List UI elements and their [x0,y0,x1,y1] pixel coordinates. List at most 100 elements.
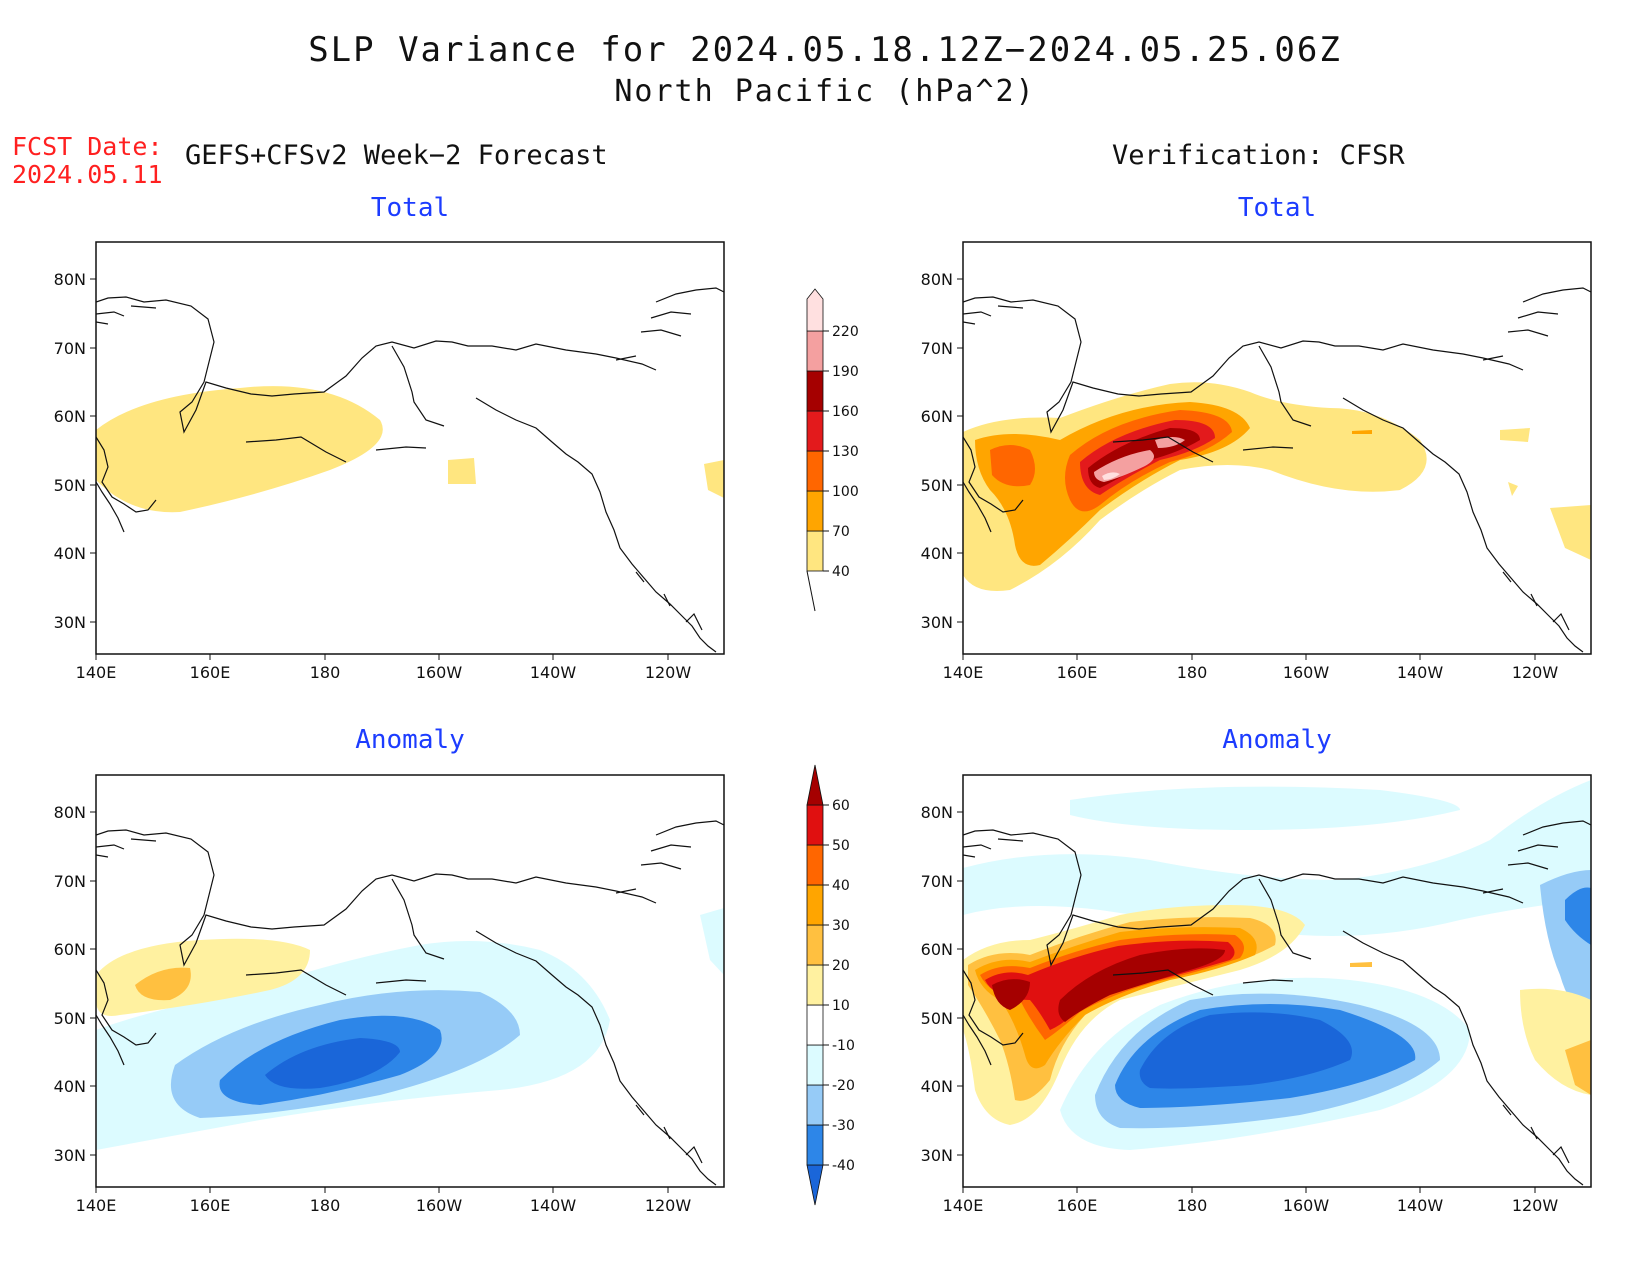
colorbar-anomaly-swatch [806,1164,824,1206]
verification-total-contour-220 [1102,472,1120,480]
colorbar-anomaly-swatch [806,884,824,926]
lon-tick-label: 160W [1283,1196,1330,1215]
lat-tick-label: 80N [54,803,86,822]
colorbar-total-swatch [806,530,824,572]
colorbar-anomaly-label: -30 [832,1118,855,1134]
verification-total-contour-40c [1550,505,1591,560]
verification-anomaly-contour-neg10 [963,780,1591,936]
lon-tick-label: 160W [1283,663,1330,682]
verification-total-contour-40b [1500,428,1530,442]
colorbar-total-swatch [806,288,824,332]
colorbar-total-label: 40 [832,564,850,580]
lon-tick-label: 120W [1512,1196,1559,1215]
lon-tick-label: 140E [943,1196,984,1215]
lon-tick-label: 160W [416,663,463,682]
lat-tick-label: 40N [921,544,953,563]
forecast-anomaly-contour-neg40 [265,1038,400,1089]
colorbar-anomaly-label: 10 [832,998,850,1014]
forecast-total-map [95,241,725,655]
lat-tick-label: 70N [921,339,953,358]
lat-tick-label: 80N [921,270,953,289]
colorbar-anomaly-swatch [806,1084,824,1126]
lat-tick-label: 80N [921,803,953,822]
verification-anomaly-contour-pos20c [1565,1040,1591,1095]
lon-tick-label: 120W [645,1196,692,1215]
colorbar-total-swatch [806,370,824,412]
lon-tick-label: 160E [190,663,231,682]
colorbar-anomaly-label: 40 [832,878,850,894]
lat-tick-label: 60N [921,407,953,426]
colorbar-total-swatch [806,450,824,492]
lat-tick-label: 50N [921,1009,953,1028]
lat-tick-label: 30N [921,613,953,632]
lon-tick-label: 140E [76,663,117,682]
verification-anomaly-contour-neg40 [1139,1012,1352,1089]
colorbar-anomaly-label: 30 [832,918,850,934]
verification-total-map [962,241,1592,655]
verification-anomaly-contour-pos60 [992,948,1225,1022]
panel-title-forecast-anomaly: Anomaly [355,725,465,755]
verification-header: Verification: CFSR [1112,140,1405,171]
forecast-anomaly-contour-neg10b [700,908,724,975]
main-subtitle: North Pacific (hPa^2) [614,74,1036,109]
lon-tick-label: 160E [1057,1196,1098,1215]
colorbar-total-label: 160 [832,404,859,420]
forecast-total-contour-40b [448,458,476,484]
verification-anomaly-contour-pos20b [1350,962,1372,967]
verification-total-contour-40d [1508,482,1518,496]
colorbar-anomaly-label: 60 [832,798,850,814]
verification-total-contour-100 [990,445,1035,487]
lat-tick-label: 60N [921,940,953,959]
lat-tick-label: 30N [54,613,86,632]
lon-tick-label: 120W [645,663,692,682]
lat-tick-label: 30N [921,1146,953,1165]
lat-tick-label: 40N [921,1077,953,1096]
main-title: SLP Variance for 2024.05.18.12Z−2024.05.… [308,30,1342,70]
lat-tick-label: 60N [54,940,86,959]
colorbar-total-label: 190 [832,364,859,380]
forecast-total-contour-40c [704,460,724,498]
colorbar-anomaly-swatch [806,1004,824,1046]
lon-tick-label: 140E [943,663,984,682]
lon-tick-label: 160E [1057,663,1098,682]
verification-anomaly-contour-neg30b [1565,887,1591,945]
colorbar-total-label: 130 [832,444,859,460]
panel-title-verification-total: Total [1237,193,1317,223]
lat-tick-label: 70N [54,339,86,358]
colorbar-anomaly-label: 20 [832,958,850,974]
colorbar-anomaly-label: -40 [832,1158,855,1174]
forecast-anomaly-map [95,774,725,1188]
verification-total-contour-70b [1352,430,1372,434]
lat-tick-label: 80N [54,270,86,289]
colorbar-anomaly-label: -20 [832,1078,855,1094]
lat-tick-label: 50N [54,476,86,495]
forecast-total-contour-40 [96,386,383,513]
verification-anomaly-contour-neg10b [1070,786,1460,830]
lon-tick-label: 140W [530,663,577,682]
colorbar-total-label: 70 [832,524,850,540]
colorbar-anomaly-swatch [806,964,824,1006]
lon-tick-label: 180 [1177,663,1208,682]
colorbar-anomaly-swatch [806,844,824,886]
colorbar-total: 40 70 100 130 160 190 220 [806,288,859,612]
lat-tick-label: 50N [54,1009,86,1028]
fcst-date-label: FCST Date: [12,132,163,161]
lon-tick-label: 140E [76,1196,117,1215]
colorbar-anomaly-swatch [806,924,824,966]
lon-tick-label: 180 [310,663,341,682]
lon-tick-label: 140W [530,1196,577,1215]
lon-tick-label: 140W [1397,663,1444,682]
panel-title-forecast-total: Total [370,193,450,223]
colorbar-anomaly: -40 -30 -20 -10 10 20 30 40 50 60 [806,764,855,1206]
colorbar-anomaly-swatch [806,1044,824,1086]
colorbar-anomaly-label: -10 [832,1038,855,1054]
lat-tick-label: 60N [54,407,86,426]
colorbar-anomaly-swatch [806,804,824,846]
colorbar-total-label: 100 [832,484,859,500]
forecast-anomaly-contour-pos20 [135,967,191,1001]
fcst-date-value: 2024.05.11 [12,160,163,189]
colorbar-total-label: 220 [832,324,859,340]
colorbar-anomaly-label: 50 [832,838,850,854]
lon-tick-label: 160E [190,1196,231,1215]
